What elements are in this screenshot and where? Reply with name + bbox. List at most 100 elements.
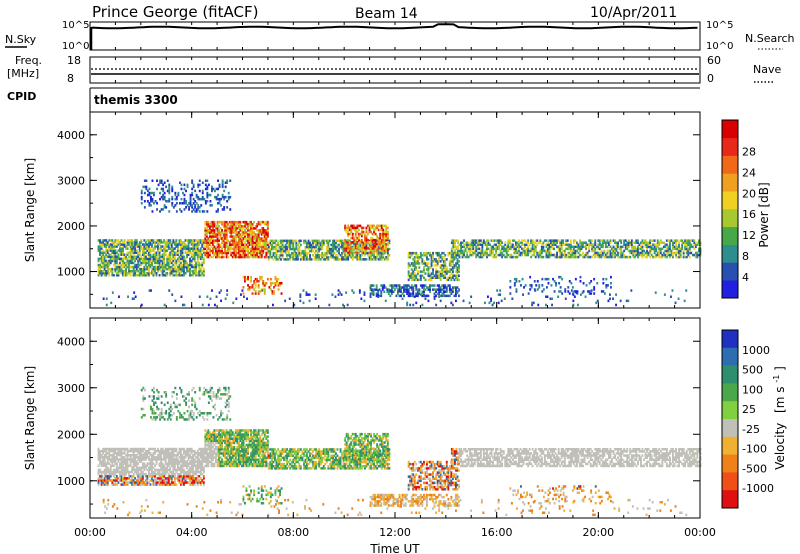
power-cell xyxy=(451,258,454,261)
power-cell xyxy=(348,245,351,248)
power-cell xyxy=(562,253,565,257)
power-cell xyxy=(452,253,455,257)
power-cell xyxy=(212,233,214,236)
power-cell xyxy=(445,266,448,269)
power-cell xyxy=(244,255,246,259)
power-cell xyxy=(558,290,561,293)
power-cell xyxy=(208,225,211,228)
power-cell xyxy=(237,245,240,249)
power-cell xyxy=(266,229,269,232)
power-cell xyxy=(262,241,265,244)
power-cell xyxy=(373,258,375,261)
power-cell xyxy=(207,253,210,257)
power-cell xyxy=(394,284,396,287)
power-cell xyxy=(295,239,298,243)
power-cell xyxy=(537,255,540,259)
power-cell xyxy=(227,227,230,230)
power-cell xyxy=(99,245,102,248)
power-cell xyxy=(568,280,571,283)
power-cell xyxy=(241,241,243,244)
power-cell xyxy=(356,226,359,230)
power-cell xyxy=(345,228,348,232)
power-cell xyxy=(148,249,150,252)
power-cell xyxy=(234,225,237,228)
power-cell xyxy=(347,230,350,234)
power-cell xyxy=(620,255,623,259)
velocity-cell xyxy=(122,452,124,455)
power-cell xyxy=(296,254,299,257)
power-cell xyxy=(495,239,497,242)
power-cell xyxy=(367,251,369,255)
power-cell xyxy=(321,239,324,243)
power-cell xyxy=(623,239,626,242)
power-cell xyxy=(330,247,333,251)
power-cell xyxy=(160,181,163,184)
power-cell xyxy=(350,247,353,250)
power-cell xyxy=(167,263,170,267)
power-cell xyxy=(371,258,374,261)
power-cell xyxy=(227,223,230,226)
power-cell xyxy=(187,265,190,269)
power-cell xyxy=(143,259,146,263)
power-cell xyxy=(106,251,109,254)
power-cell xyxy=(382,251,385,254)
power-cell xyxy=(146,243,149,246)
power-cell xyxy=(493,247,496,251)
power-cell xyxy=(643,241,645,244)
power-cell xyxy=(251,253,254,257)
power-cell xyxy=(407,264,410,267)
power-cell xyxy=(269,277,272,281)
power-cell xyxy=(256,235,259,238)
velocity-cell xyxy=(158,483,161,486)
power-cell xyxy=(196,272,199,275)
power-cell xyxy=(201,263,204,267)
power-cell xyxy=(370,247,372,250)
power-cell xyxy=(505,249,508,253)
power-cell xyxy=(386,251,389,255)
power-cell xyxy=(134,259,137,263)
power-cell xyxy=(665,243,668,246)
power-cell xyxy=(410,254,413,257)
power-cell xyxy=(172,257,175,261)
power-cell xyxy=(472,243,475,246)
velocity-cell xyxy=(112,454,115,457)
power-cell xyxy=(295,247,298,251)
power-cell xyxy=(451,272,454,275)
power-cell xyxy=(100,241,103,244)
power-cell xyxy=(111,291,114,294)
power-cell xyxy=(122,261,124,265)
power-cell xyxy=(131,247,134,250)
power-cell xyxy=(204,233,207,236)
power-cell xyxy=(450,272,453,275)
power-cell xyxy=(219,245,222,249)
power-cell xyxy=(424,262,427,265)
velocity-cell xyxy=(144,483,147,486)
velocity-cell xyxy=(152,472,155,476)
power-cell xyxy=(202,269,205,273)
power-cell xyxy=(561,277,564,281)
station-title: Prince George (fitACF) xyxy=(92,3,258,21)
power-cell xyxy=(499,289,502,292)
power-cell xyxy=(365,249,368,252)
power-cell xyxy=(321,256,324,259)
power-cell xyxy=(386,290,389,293)
power-cell xyxy=(562,241,565,244)
power-cell xyxy=(208,249,211,253)
power-cell xyxy=(163,197,166,201)
power-cell xyxy=(453,266,456,269)
power-cell xyxy=(199,257,202,261)
power-cell xyxy=(105,245,108,248)
power-cell xyxy=(263,235,266,238)
power-cell xyxy=(623,243,626,246)
velocity-cell xyxy=(125,454,127,457)
power-cell xyxy=(163,251,166,254)
power-cell xyxy=(266,223,269,226)
power-cell xyxy=(247,253,249,257)
power-cell xyxy=(212,227,214,230)
power-cell xyxy=(357,238,360,242)
power-cell xyxy=(295,245,298,249)
power-cell xyxy=(155,265,158,269)
power-cell xyxy=(146,239,149,242)
power-cell xyxy=(146,272,149,275)
power-cell xyxy=(114,239,117,242)
